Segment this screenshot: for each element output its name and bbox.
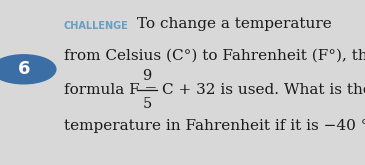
Text: 9: 9 bbox=[142, 69, 152, 83]
Text: CHALLENGE: CHALLENGE bbox=[64, 21, 128, 31]
Text: 5: 5 bbox=[142, 97, 152, 111]
Text: from Celsius (C°) to Fahrenheit (F°), the: from Celsius (C°) to Fahrenheit (F°), th… bbox=[64, 49, 365, 63]
Text: To change a temperature: To change a temperature bbox=[137, 17, 332, 31]
Circle shape bbox=[0, 55, 56, 84]
Text: temperature in Fahrenheit if it is −40 °C.: temperature in Fahrenheit if it is −40 °… bbox=[64, 119, 365, 133]
Text: C + 32 is used. What is the: C + 32 is used. What is the bbox=[162, 83, 365, 97]
Text: 6: 6 bbox=[18, 60, 30, 78]
Text: formula F =: formula F = bbox=[64, 83, 162, 97]
